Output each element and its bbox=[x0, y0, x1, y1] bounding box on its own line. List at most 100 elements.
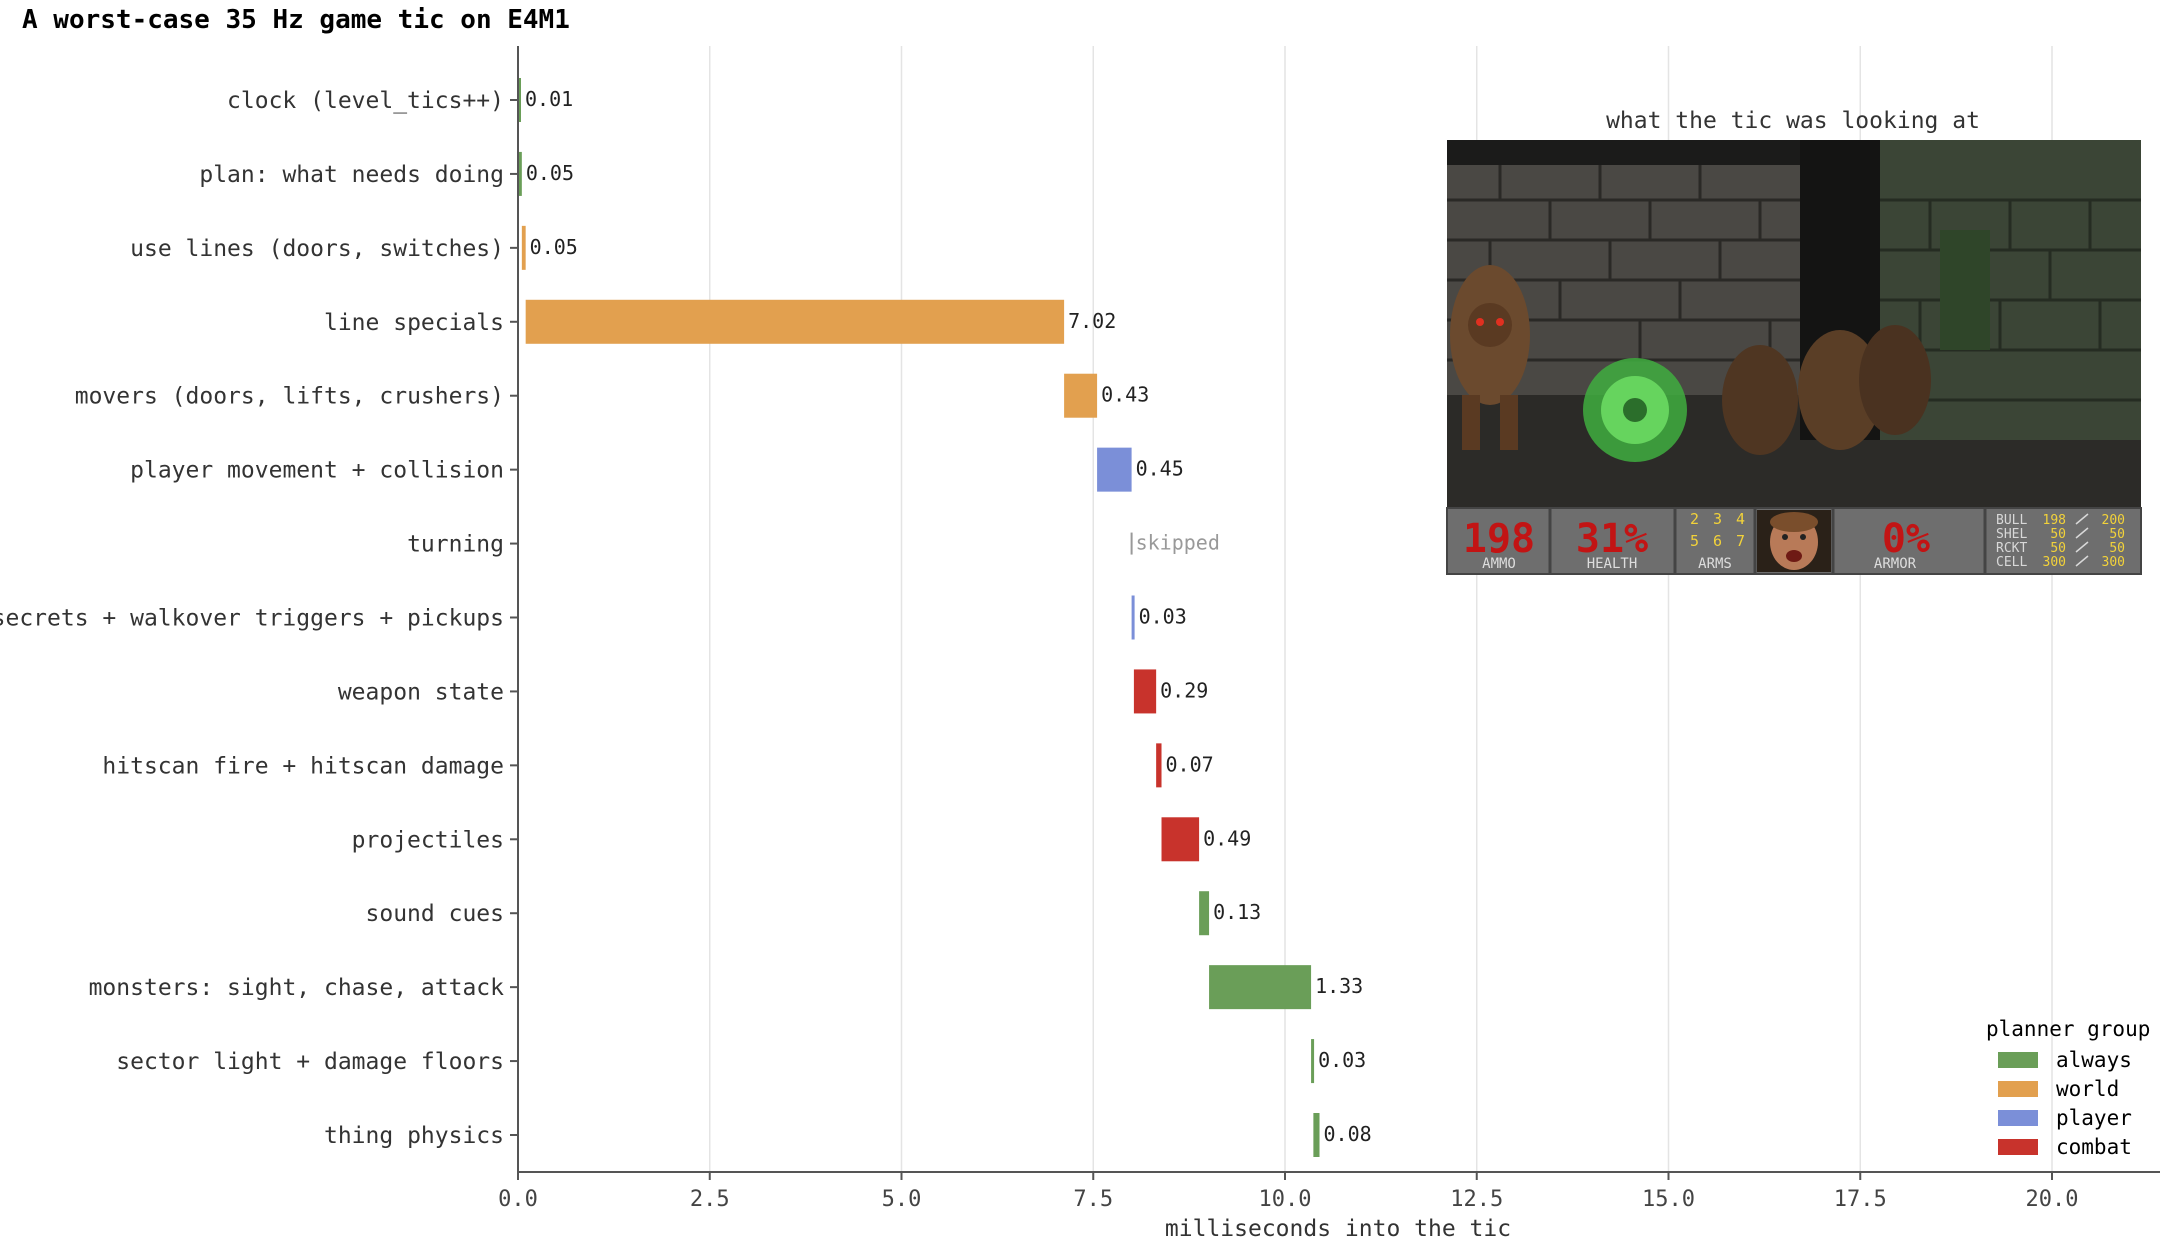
hud-health-label: HEALTH bbox=[1587, 556, 1638, 572]
bar bbox=[525, 299, 1065, 344]
hud-ammo-current: 50 bbox=[2050, 527, 2066, 542]
chart-title: A worst-case 35 Hz game tic on E4M1 bbox=[22, 5, 570, 35]
hud-arms: 2 3 4 5 6 7 ARMS bbox=[1690, 510, 1745, 572]
x-tick-label: 20.0 bbox=[2026, 1187, 2079, 1212]
hud-ammo-slash bbox=[2075, 541, 2089, 553]
plasma-splash-icon bbox=[1583, 358, 1687, 462]
hud-ammo-name: CELL bbox=[1996, 555, 2027, 570]
x-tick-label: 17.5 bbox=[1834, 1187, 1887, 1212]
hud-ammo-max: 50 bbox=[2109, 541, 2125, 556]
bars-group: 0.01 0.05 0.05 7.02 0.43 0.45 skipped 0.03 0.29 0… bbox=[518, 78, 1372, 1157]
hud-arms-6: 6 bbox=[1713, 532, 1722, 550]
x-tick-label: 7.5 bbox=[1073, 1187, 1113, 1212]
bar bbox=[518, 78, 521, 122]
hud-ammo-current: 50 bbox=[2050, 541, 2066, 556]
imp-group-icon bbox=[1722, 325, 1931, 455]
inset-title: what the tic was looking at bbox=[1606, 108, 1980, 134]
legend-swatch bbox=[1998, 1139, 2038, 1155]
bar-value-label: 0.29 bbox=[1160, 678, 1208, 702]
y-tick-label: weapon state bbox=[338, 679, 504, 705]
bar bbox=[1133, 669, 1157, 714]
legend-swatch bbox=[1998, 1081, 2038, 1097]
y-tick-label: line specials bbox=[324, 310, 504, 336]
x-tick-label: 12.5 bbox=[1450, 1187, 1503, 1212]
legend-swatch bbox=[1998, 1110, 2038, 1126]
game-viewport: 198 AMMO 31% HEALTH 2 3 4 5 6 7 ARMS bbox=[1446, 140, 2142, 575]
legend-label: always bbox=[2056, 1048, 2132, 1072]
doom-status-bar: 198 AMMO 31% HEALTH 2 3 4 5 6 7 ARMS bbox=[1446, 507, 2142, 575]
y-tick-label: use lines (doors, switches) bbox=[130, 236, 504, 262]
hud-armor-label: ARMOR bbox=[1874, 556, 1917, 572]
bar-value-label: 0.43 bbox=[1101, 383, 1149, 407]
imp-icon bbox=[1450, 265, 1530, 450]
hud-arms-7: 7 bbox=[1736, 532, 1745, 550]
inset-game-screenshot: what the tic was looking at bbox=[1446, 108, 2142, 575]
bar bbox=[1313, 1113, 1320, 1157]
hud-ammo-max: 200 bbox=[2102, 513, 2125, 528]
y-tick-label: player movement + collision bbox=[130, 458, 504, 484]
bar bbox=[1156, 743, 1162, 788]
hud-ammo-max: 50 bbox=[2109, 527, 2125, 542]
y-tick-label: projectiles bbox=[352, 827, 504, 853]
hud-armor-value: 0% bbox=[1882, 516, 1930, 562]
bar-value-label: 0.03 bbox=[1139, 605, 1187, 629]
hud-ammo-slash bbox=[2075, 513, 2089, 525]
hud-ammo-current: 300 bbox=[2043, 555, 2066, 570]
bar bbox=[1064, 373, 1098, 418]
bar-value-label: 0.13 bbox=[1213, 900, 1261, 924]
axes: 0.0 2.5 5.0 7.5 10.0 12.5 15.0 17.5 20.0 clock (l… bbox=[0, 46, 2160, 1212]
bar-value-label: 0.49 bbox=[1203, 826, 1251, 850]
hud-ammo-slash bbox=[2075, 527, 2089, 539]
hud-arms-4: 4 bbox=[1736, 510, 1745, 528]
bar-value-label: 0.08 bbox=[1324, 1122, 1372, 1146]
x-tick-label: 15.0 bbox=[1642, 1187, 1695, 1212]
y-tick-label: sound cues bbox=[366, 901, 504, 927]
legend-title: planner group bbox=[1986, 1017, 2150, 1041]
x-tick-label: 10.0 bbox=[1259, 1187, 1312, 1212]
y-tick-label: turning bbox=[407, 532, 504, 558]
bar bbox=[1311, 1039, 1315, 1084]
y-tick-label: sector light + damage floors bbox=[116, 1049, 504, 1075]
x-tick-label: 5.0 bbox=[882, 1187, 922, 1212]
hud-ammo-name: BULL bbox=[1996, 513, 2027, 528]
hud-ammo-name: SHEL bbox=[1996, 527, 2027, 542]
hud-arms-2: 2 bbox=[1690, 510, 1699, 528]
bar bbox=[1097, 447, 1132, 492]
hud-ammo-name: RCKT bbox=[1996, 541, 2027, 556]
hud-ammo-value: 198 bbox=[1463, 516, 1535, 562]
y-tick-label: thing physics bbox=[324, 1123, 504, 1149]
bar bbox=[1161, 817, 1200, 862]
bar-value-label: 0.05 bbox=[526, 161, 574, 185]
y-tick-label: clock (level_tics++) bbox=[227, 88, 504, 114]
bar bbox=[1209, 965, 1312, 1010]
bar-value-label: 0.03 bbox=[1318, 1048, 1366, 1072]
hud-ammo-label: AMMO bbox=[1482, 556, 1516, 572]
hud-ammo-max: 300 bbox=[2102, 555, 2125, 570]
bar bbox=[518, 151, 522, 196]
legend: planner group always world player combat bbox=[1986, 1017, 2150, 1159]
x-tick-label: 2.5 bbox=[690, 1187, 730, 1212]
y-tick-label: plan: what needs doing bbox=[199, 162, 504, 188]
bar bbox=[1131, 595, 1135, 640]
bar-value-label: skipped bbox=[1136, 531, 1220, 555]
y-tick-label: hitscan fire + hitscan damage bbox=[102, 753, 504, 779]
hud-arms-5: 5 bbox=[1690, 532, 1699, 550]
bar-value-label: 0.45 bbox=[1136, 457, 1184, 481]
bar bbox=[521, 225, 526, 270]
legend-label: player bbox=[2056, 1106, 2132, 1130]
hud-ammo-slash bbox=[2075, 555, 2089, 567]
y-tick-label: movers (doors, lifts, crushers) bbox=[75, 384, 504, 410]
hud-health-value: 31% bbox=[1576, 516, 1648, 562]
bar-value-label: 7.02 bbox=[1068, 309, 1116, 333]
doomguy-face-icon bbox=[1757, 510, 1831, 572]
bar bbox=[1199, 891, 1210, 936]
hud-ammo-current: 198 bbox=[2043, 513, 2066, 528]
x-axis-label: milliseconds into the tic bbox=[1165, 1216, 1511, 1242]
bar-value-label: 0.07 bbox=[1166, 752, 1214, 776]
x-tick-label: 0.0 bbox=[498, 1187, 538, 1212]
hud-arms-label: ARMS bbox=[1698, 556, 1732, 572]
legend-label: combat bbox=[2056, 1135, 2132, 1159]
